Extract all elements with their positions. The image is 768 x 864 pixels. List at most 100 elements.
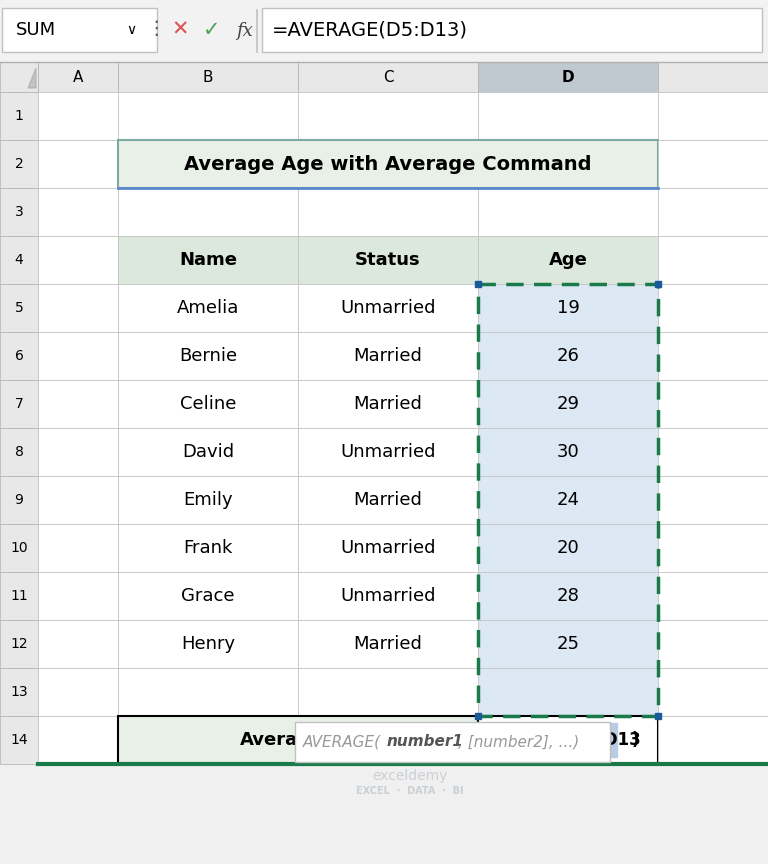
Bar [658, 428, 768, 476]
Text: Grace: Grace [181, 587, 235, 605]
Bar [118, 428, 298, 476]
Bar [298, 62, 478, 92]
Bar [118, 188, 298, 236]
Bar [0, 524, 38, 572]
Bar [0, 140, 38, 188]
Bar [38, 524, 118, 572]
Bar [38, 572, 118, 620]
Bar [478, 284, 658, 332]
Bar [658, 284, 768, 332]
Bar [0, 0, 768, 62]
Text: ✕: ✕ [171, 20, 189, 40]
Text: EXCEL  ·  DATA  ·  BI: EXCEL · DATA · BI [356, 786, 464, 796]
Bar [658, 668, 768, 716]
Text: 24: 24 [557, 491, 580, 509]
Bar [658, 188, 768, 236]
Bar [658, 716, 768, 764]
Bar [118, 716, 478, 764]
Bar [118, 620, 298, 668]
Text: AVERAGE(: AVERAGE( [303, 734, 381, 749]
Bar [658, 572, 768, 620]
Bar [38, 188, 118, 236]
Bar [478, 332, 658, 380]
Bar [527, 723, 617, 757]
Text: fx: fx [236, 22, 253, 40]
Bar [658, 380, 768, 428]
Text: 26: 26 [557, 347, 579, 365]
Bar [658, 332, 768, 380]
Bar [0, 380, 38, 428]
Bar [38, 62, 118, 92]
Bar [38, 92, 118, 140]
Text: SUM: SUM [16, 21, 56, 39]
Text: number1: number1 [387, 734, 464, 749]
Bar [298, 668, 478, 716]
Bar [38, 140, 118, 188]
Bar [655, 713, 661, 719]
Bar [0, 572, 38, 620]
Bar [478, 428, 658, 476]
Bar [0, 476, 38, 524]
Text: ⋮: ⋮ [146, 18, 166, 37]
Bar [2, 8, 157, 52]
Bar [38, 380, 118, 428]
Text: 25: 25 [557, 635, 580, 653]
Text: 6: 6 [15, 349, 24, 363]
Bar [658, 236, 768, 284]
Text: Avera: Avera [240, 731, 298, 749]
Bar [118, 332, 298, 380]
Bar [38, 668, 118, 716]
Bar [118, 236, 298, 284]
Bar [118, 380, 298, 428]
Bar [298, 188, 478, 236]
Bar [658, 62, 768, 92]
Bar [118, 476, 298, 524]
Bar [478, 380, 658, 428]
Bar [0, 716, 38, 764]
Text: 28: 28 [557, 587, 579, 605]
Bar [298, 236, 478, 284]
Text: Married: Married [353, 347, 422, 365]
Text: B: B [203, 69, 214, 85]
Bar [658, 476, 768, 524]
Bar [478, 620, 658, 668]
Text: =AVERAGE(D5:D13): =AVERAGE(D5:D13) [272, 21, 468, 40]
Bar [475, 713, 481, 719]
Text: 30: 30 [557, 443, 579, 461]
Bar [0, 188, 38, 236]
Text: 11: 11 [10, 589, 28, 603]
Bar [118, 524, 298, 572]
Text: Unmarried: Unmarried [340, 443, 435, 461]
Bar [262, 8, 762, 52]
Text: 5: 5 [15, 301, 23, 315]
Bar [478, 572, 658, 620]
Polygon shape [28, 68, 36, 88]
Bar [658, 524, 768, 572]
Text: 20: 20 [557, 539, 579, 557]
Text: Married: Married [353, 635, 422, 653]
Bar [0, 284, 38, 332]
Text: 19: 19 [557, 299, 579, 317]
Bar [118, 668, 298, 716]
Text: 7: 7 [15, 397, 23, 411]
Bar [298, 284, 478, 332]
Bar [118, 140, 658, 188]
Bar [478, 188, 658, 236]
Bar [478, 236, 658, 284]
Text: C: C [382, 69, 393, 85]
Bar [478, 524, 658, 572]
Bar [298, 380, 478, 428]
Text: D5:D13: D5:D13 [572, 731, 641, 749]
Bar [38, 332, 118, 380]
Text: 3: 3 [15, 205, 23, 219]
Bar [0, 668, 38, 716]
Text: exceldemy: exceldemy [372, 769, 448, 783]
Bar [38, 476, 118, 524]
Text: 14: 14 [10, 733, 28, 747]
Text: Unmarried: Unmarried [340, 587, 435, 605]
Bar [655, 281, 661, 287]
Bar [38, 428, 118, 476]
Text: =AVERAGE(: =AVERAGE( [480, 731, 588, 749]
Bar [38, 236, 118, 284]
Text: Average Age with Average Command: Average Age with Average Command [184, 155, 592, 174]
